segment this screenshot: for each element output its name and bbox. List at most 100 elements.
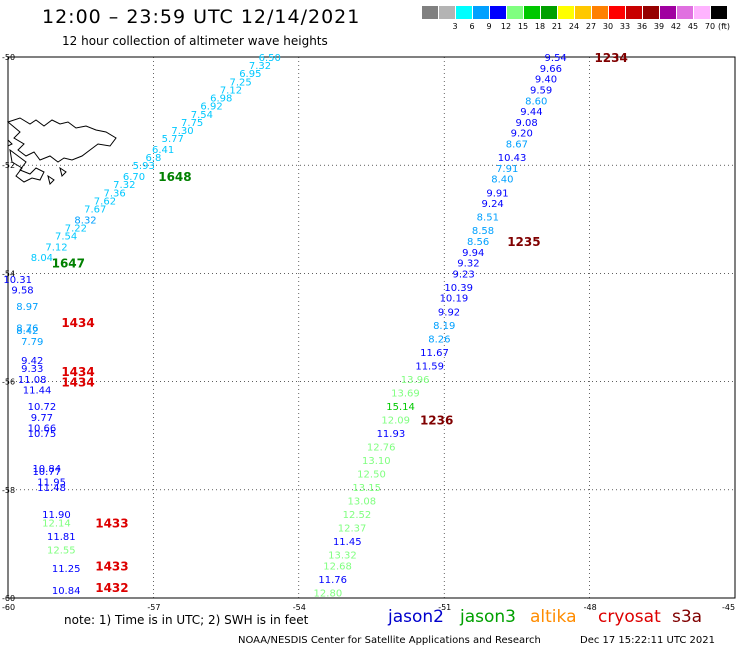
wave-height-value: 10.77 bbox=[32, 467, 61, 478]
colorbar-label: 45 bbox=[687, 22, 699, 31]
colorbar-swatch bbox=[507, 6, 523, 19]
pass-time-label: 1647 bbox=[52, 257, 85, 271]
wave-height-value: 9.20 bbox=[511, 129, 533, 140]
wave-height-value: 5.93 bbox=[133, 161, 155, 172]
pass-time-label: 1432 bbox=[95, 581, 128, 595]
colorbar-label: 33 bbox=[619, 22, 631, 31]
lon-tick-label: -51 bbox=[438, 603, 451, 612]
colorbar-label: 24 bbox=[568, 22, 580, 31]
wave-height-value: 7.12 bbox=[45, 242, 67, 253]
footer-credit: NOAA/NESDIS Center for Satellite Applica… bbox=[238, 635, 541, 646]
wave-height-value: 12.55 bbox=[47, 545, 76, 556]
wave-height-value: 6.98 bbox=[210, 94, 232, 105]
wave-height-value: 9.33 bbox=[21, 364, 43, 375]
wave-height-value: 7.12 bbox=[220, 85, 242, 96]
wave-height-value: 12.52 bbox=[343, 510, 372, 521]
wave-height-value: 8.51 bbox=[477, 213, 499, 224]
wave-height-value: 11.95 bbox=[37, 478, 66, 489]
wave-height-value: 10.84 bbox=[32, 464, 61, 475]
wave-height-value: 9.24 bbox=[482, 199, 504, 210]
satellite-legend-cryosat: cryosat bbox=[598, 607, 661, 627]
wave-height-value: 7.30 bbox=[171, 126, 193, 137]
wave-height-value: 12.50 bbox=[357, 470, 386, 481]
colorbar-label: 36 bbox=[636, 22, 648, 31]
colorbar-label: 30 bbox=[602, 22, 614, 31]
wave-height-value: 8.32 bbox=[74, 215, 96, 226]
wave-height-value: 12.80 bbox=[314, 589, 343, 600]
colorbar-label: 42 bbox=[670, 22, 682, 31]
colorbar-swatch bbox=[575, 6, 591, 19]
axis-ticks: -50 -52 -54 -56 -58 -60-60 -57 -54 -51 -48 -45 bbox=[2, 53, 735, 612]
lon-tick-label: -54 bbox=[293, 603, 306, 612]
wave-height-value: 8.19 bbox=[433, 321, 455, 332]
wave-height-value: 6.92 bbox=[200, 102, 222, 113]
colorbar-label: 15 bbox=[517, 22, 529, 31]
land-outline bbox=[6, 117, 117, 163]
colorbar-swatch bbox=[643, 6, 659, 19]
colorbar-label: 3 bbox=[452, 22, 458, 31]
colorbar-label: 18 bbox=[534, 22, 546, 31]
wave-height-value: 10.72 bbox=[28, 402, 57, 413]
pass-time-label: 1236 bbox=[420, 413, 453, 427]
wave-height-value: 7.54 bbox=[191, 110, 213, 121]
colorbar-swatch bbox=[456, 6, 472, 19]
wave-height-value: 7.32 bbox=[249, 61, 271, 72]
wave-height-value: 8.04 bbox=[31, 253, 53, 264]
wave-height-value: 13.08 bbox=[347, 497, 376, 508]
satellite-legend-altika: altika bbox=[530, 607, 577, 627]
falkland-islands-coastline bbox=[6, 117, 117, 185]
wave-height-value: 7.67 bbox=[84, 204, 106, 215]
wave-height-value: 11.90 bbox=[42, 510, 71, 521]
lat-tick-label: -54 bbox=[2, 269, 15, 278]
wave-height-value: 11.67 bbox=[420, 348, 449, 359]
wave-height-value: 9.77 bbox=[31, 413, 53, 424]
wave-height-value: 9.08 bbox=[515, 118, 537, 129]
wave-height-value: 11.25 bbox=[52, 564, 81, 575]
wave-height-value: 15.14 bbox=[386, 402, 415, 413]
wave-height-value: 7.75 bbox=[181, 118, 203, 129]
colorbar-swatch bbox=[711, 6, 727, 19]
wave-height-value: 11.44 bbox=[23, 386, 52, 397]
wave-height-value: 10.84 bbox=[52, 586, 81, 597]
wave-height-value: 6.8 bbox=[145, 153, 161, 164]
wave-height-value: 12.09 bbox=[381, 415, 410, 426]
satellite-legend-jason3: jason3 bbox=[460, 607, 516, 627]
wave-height-value: 8.60 bbox=[525, 96, 547, 107]
wave-height-value: 10.66 bbox=[28, 424, 57, 435]
colorbar-swatch bbox=[626, 6, 642, 19]
satellite-legend-jason2: jason2 bbox=[388, 607, 444, 627]
wave-height-value: 8.67 bbox=[506, 140, 528, 151]
wave-height-value: 9.54 bbox=[545, 53, 567, 64]
wave-height-value: 13.10 bbox=[362, 456, 391, 467]
wave-height-value: 10.75 bbox=[28, 429, 57, 440]
grid-lines bbox=[7, 56, 736, 599]
track-s3a: 9.549.669.409.598.609.449.089.208.67 10.4… bbox=[314, 53, 567, 600]
wave-height-value: 9.40 bbox=[535, 75, 557, 86]
wave-height-value: 11.81 bbox=[47, 532, 76, 543]
pass-time-label: 1434 bbox=[61, 365, 94, 379]
pass-time-label: 1433 bbox=[95, 560, 128, 574]
wave-height-value: 10.19 bbox=[440, 294, 469, 305]
pass-time-label: 1648 bbox=[158, 170, 191, 184]
satellite-legend-s3a: s3a bbox=[672, 607, 703, 627]
wave-height-value: 7.32 bbox=[113, 180, 135, 191]
lat-tick-label: -56 bbox=[2, 378, 15, 387]
wave-height-value: 7.91 bbox=[496, 164, 518, 175]
wave-height-value: 8.42 bbox=[16, 326, 38, 337]
wave-height-value: 7.54 bbox=[55, 232, 77, 243]
colorbar-label: 70 bbox=[704, 22, 716, 31]
wave-height-value: 9.66 bbox=[540, 64, 562, 75]
colorbar-label: 9 bbox=[486, 22, 492, 31]
wave-height-value: 10.43 bbox=[498, 153, 527, 164]
lat-tick-label: -58 bbox=[2, 486, 15, 495]
lat-tick-label: -60 bbox=[2, 594, 15, 603]
wave-height-value: 11.59 bbox=[415, 361, 444, 372]
time-labels: 1234123512361648164714341434143414331433… bbox=[52, 51, 628, 595]
lon-tick-label: -60 bbox=[2, 603, 15, 612]
colorbar-swatch bbox=[592, 6, 608, 19]
colorbar-swatch bbox=[541, 6, 557, 19]
wave-height-value: 7.36 bbox=[103, 188, 125, 199]
page-title: 12:00 – 23:59 UTC 12/14/2021 bbox=[42, 6, 361, 28]
